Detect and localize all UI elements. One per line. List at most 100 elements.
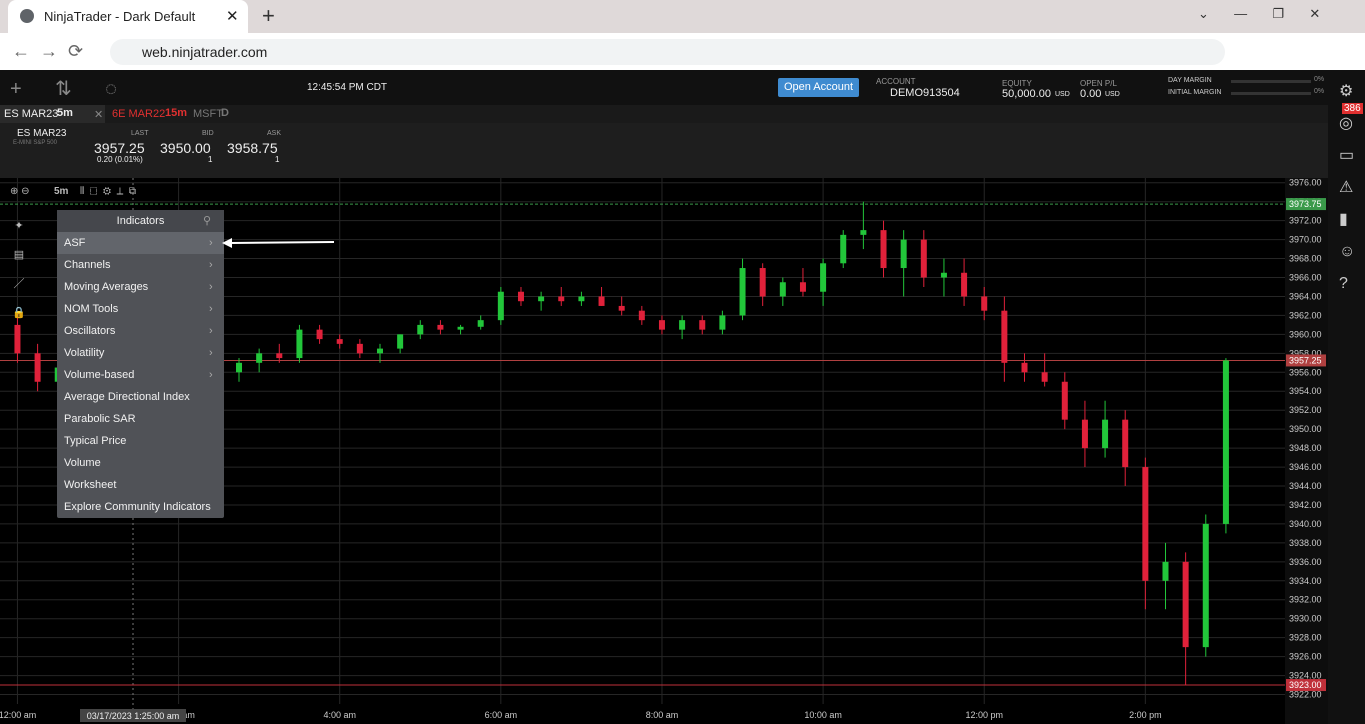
drawing-tools[interactable]: ✦ ▤ ／ 🔒 (12, 220, 26, 319)
y-tick-label: 3956.00 (1289, 367, 1322, 377)
change: 0.20 (0.01%) (97, 155, 143, 164)
quote-symbol: ES MAR23 (17, 128, 67, 139)
menu-item[interactable]: Volume (57, 452, 224, 474)
candle-body (1162, 561, 1169, 581)
candle-body (236, 362, 243, 373)
candle-body (679, 320, 686, 330)
url-field[interactable]: web.ninjatrader.com (110, 39, 1225, 65)
candle-body (1222, 360, 1229, 524)
y-tick-label: 3940.00 (1289, 519, 1322, 529)
menu-item[interactable]: Parabolic SAR (57, 408, 224, 430)
y-tick-label: 3958.00 (1289, 348, 1322, 358)
y-tick-label: 3968.00 (1289, 254, 1322, 264)
candle-body (638, 310, 645, 321)
account[interactable]: DEMO913504 (890, 87, 960, 99)
candle-body (497, 291, 504, 321)
header-icons[interactable]: + ⇅ ◌ (10, 78, 118, 100)
menu-item[interactable]: Oscillators › (57, 320, 224, 342)
favicon (20, 9, 34, 23)
candle-body (1001, 310, 1008, 363)
app-header: + ⇅ ◌ 12:45:54 PM CDT Open Account ACCOU… (0, 70, 1328, 105)
ask-label: ASK (267, 130, 282, 137)
submenu-chevron: › (209, 369, 213, 381)
active-tab[interactable] (0, 105, 105, 123)
badge: 386 (1342, 103, 1363, 114)
menu-item-label: Typical Price (64, 435, 127, 447)
submenu-chevron: › (209, 347, 213, 359)
x-tick-label: 12:00 am (0, 710, 36, 720)
y-tick-label: 3932.00 (1289, 595, 1322, 605)
chart-toolbar: ⊕ ⊖ 5m ⫴ ⬚ ⚙ ⊥ ⧉ (10, 185, 170, 201)
y-tick-label: 3928.00 (1289, 633, 1322, 643)
candle-body (316, 329, 323, 340)
candle-body (34, 353, 41, 382)
menu-item[interactable]: Volume-based › (57, 364, 224, 386)
y-tick-label: 3934.00 (1289, 576, 1322, 586)
browser-tab[interactable]: NinjaTrader - Dark Default ✕ (8, 0, 248, 33)
window-controls[interactable]: ⌄ — ❐ ✕ (1198, 6, 1321, 21)
menu-item[interactable]: NOM Tools › (57, 298, 224, 320)
menu-item[interactable]: Volatility › (57, 342, 224, 364)
chart-interval[interactable]: 5m (54, 186, 69, 197)
y-tick-label: 3976.00 (1289, 178, 1322, 188)
submenu-chevron: › (209, 303, 213, 315)
open-account-button[interactable]: Open Account (778, 78, 859, 97)
account-label: ACCOUNT (876, 77, 916, 86)
submenu-chevron: › (209, 325, 213, 337)
menu-item-label: Channels (64, 259, 111, 271)
candle-body (1061, 381, 1068, 420)
y-tick-label: 3942.00 (1289, 500, 1322, 510)
bid: 3950.00 (160, 140, 211, 156)
price-axis (1285, 178, 1328, 724)
candle-body (1081, 419, 1088, 449)
candle-body (759, 268, 766, 297)
menu-item[interactable]: Worksheet (57, 474, 224, 496)
candle-body (900, 239, 907, 269)
candle-body (820, 263, 827, 292)
tool-icons[interactable]: ⫴ ⬚ ⚙ ⊥ ⧉ (80, 186, 137, 197)
menu-item[interactable]: Moving Averages › (57, 276, 224, 298)
menu-item[interactable]: ASF › (57, 232, 224, 254)
y-tick-label: 3924.00 (1289, 671, 1322, 681)
candle-body (779, 282, 786, 297)
tab-interval: 15m (165, 107, 188, 119)
menu-item[interactable]: Average Directional Index (57, 386, 224, 408)
open-pl-unit: USD (1105, 91, 1120, 98)
candle-body (477, 320, 484, 327)
sidebar-icons[interactable]: ⚙ ◎ ▭ ⚠ ▮ ☺? (1339, 83, 1356, 292)
candle-body (1021, 362, 1028, 373)
zoom-icons[interactable]: ⊕ ⊖ (10, 186, 30, 197)
crosshair-label: 03/17/2023 1:25:00 am (87, 711, 180, 721)
candle-body (1202, 523, 1209, 648)
candle-body (1142, 467, 1149, 581)
tab-close[interactable]: ✕ (226, 8, 239, 25)
new-tab[interactable]: + (262, 3, 275, 28)
menu-item[interactable]: Channels › (57, 254, 224, 276)
menu-item-label: Parabolic SAR (64, 413, 136, 425)
menu-item[interactable]: Typical Price (57, 430, 224, 452)
menu-item[interactable]: Explore Community Indicators (57, 496, 224, 518)
x-tick-label: 4:00 am (323, 710, 356, 720)
open-pl-label: OPEN P/L (1080, 79, 1117, 88)
url: web.ninjatrader.com (142, 44, 268, 60)
tab-symbol[interactable]: MSFT (193, 108, 223, 120)
price-marker-label: 3923.00 (1289, 680, 1322, 690)
nav-buttons[interactable]: ← → ⟳ (12, 41, 84, 61)
equity: 50,000.00 (1002, 88, 1051, 100)
tab-symbol[interactable]: ES MAR23 (4, 108, 59, 120)
candle-body (276, 353, 283, 359)
candle-body (296, 329, 303, 359)
candle-body (1102, 419, 1109, 449)
candle-body (578, 296, 585, 302)
tab-symbol[interactable]: 6E MAR22 (112, 108, 166, 120)
menu-search[interactable]: ⚲ (203, 215, 212, 227)
x-tick-label: 10:00 am (804, 710, 842, 720)
candle-body (397, 334, 404, 349)
menu-item-label: Moving Averages (64, 281, 149, 293)
candle-body (517, 291, 524, 302)
candle-body (880, 230, 887, 269)
candle-body (940, 272, 947, 278)
tab-close[interactable]: ✕ (94, 109, 104, 121)
y-tick-label: 3960.00 (1289, 329, 1322, 339)
crosshair-label-bg (80, 709, 186, 722)
